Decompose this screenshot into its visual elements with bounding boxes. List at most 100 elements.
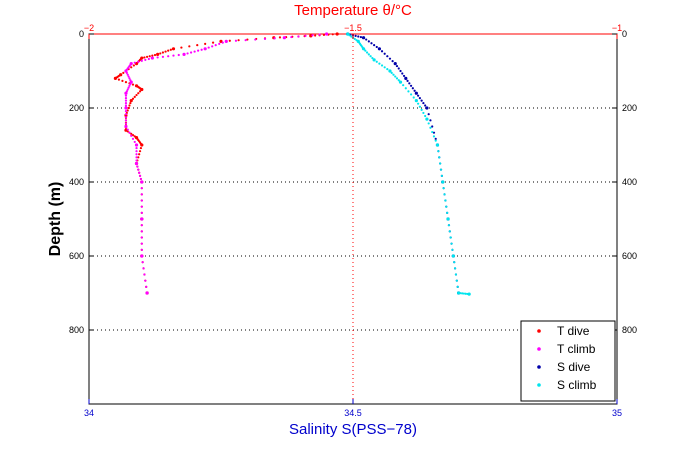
data-point xyxy=(145,291,149,295)
data-point xyxy=(290,35,293,39)
data-point xyxy=(427,122,430,125)
series-s-climb xyxy=(346,32,471,296)
data-point xyxy=(434,139,437,142)
data-point xyxy=(126,130,129,133)
data-point xyxy=(130,132,133,135)
series-s-dive xyxy=(346,32,461,295)
data-point xyxy=(386,55,389,58)
data-point xyxy=(137,92,140,95)
y-axis-label: Depth (m) xyxy=(47,182,64,257)
data-point xyxy=(151,54,154,57)
data-point xyxy=(418,97,421,100)
data-point xyxy=(237,39,240,42)
data-point xyxy=(246,38,249,41)
data-point xyxy=(420,108,423,111)
data-point xyxy=(140,230,143,233)
data-point xyxy=(207,46,210,49)
data-point xyxy=(449,236,452,239)
data-point xyxy=(161,55,165,58)
legend-label: T dive xyxy=(557,324,590,338)
data-point xyxy=(348,34,351,37)
data-point xyxy=(439,168,443,171)
legend-label: S climb xyxy=(557,378,597,392)
data-point xyxy=(135,153,138,156)
data-point xyxy=(467,292,471,296)
data-point xyxy=(124,94,128,97)
data-point xyxy=(139,177,143,181)
legend-marker xyxy=(537,329,541,333)
data-point xyxy=(448,230,451,233)
data-point xyxy=(427,113,430,116)
data-point xyxy=(304,34,307,37)
y-tick-label-right: 600 xyxy=(622,251,637,261)
data-point xyxy=(443,193,446,196)
data-point xyxy=(408,82,411,85)
legend-label: T climb xyxy=(557,342,596,356)
data-point xyxy=(457,291,461,295)
data-point xyxy=(136,165,139,168)
data-point xyxy=(444,199,447,202)
data-point xyxy=(454,273,458,276)
data-point xyxy=(406,79,409,82)
data-point xyxy=(127,75,130,78)
data-point xyxy=(113,76,117,80)
data-point xyxy=(186,52,189,55)
data-point xyxy=(388,69,392,73)
data-point xyxy=(169,48,172,51)
data-point xyxy=(425,106,429,110)
data-point xyxy=(353,37,356,41)
data-point xyxy=(196,44,199,47)
data-point xyxy=(244,39,247,42)
data-point xyxy=(437,150,440,153)
data-point xyxy=(445,205,448,208)
data-point xyxy=(126,128,129,131)
top-tick-label: −1.5 xyxy=(344,23,362,33)
data-point xyxy=(451,248,454,251)
data-point xyxy=(394,75,397,78)
data-point xyxy=(127,86,130,89)
data-point xyxy=(203,47,207,51)
data-point xyxy=(135,93,138,97)
data-point xyxy=(124,122,128,125)
data-point xyxy=(438,156,441,159)
data-point xyxy=(161,51,165,54)
data-point xyxy=(137,156,140,159)
data-point xyxy=(139,146,143,150)
data-point xyxy=(377,47,381,51)
data-point xyxy=(335,32,339,36)
data-point xyxy=(124,109,128,113)
data-point xyxy=(221,41,224,44)
data-point xyxy=(140,217,144,221)
data-point xyxy=(254,38,257,41)
data-point xyxy=(156,52,160,56)
data-point xyxy=(370,42,373,45)
x-axis-label: Salinity S(PSS−78) xyxy=(289,421,417,438)
data-point xyxy=(134,161,139,166)
data-point xyxy=(124,104,128,107)
y-tick-label-right: 800 xyxy=(622,325,637,335)
chart-title: Temperature θ/°C xyxy=(294,2,412,19)
bottom-tick-label: 34.5 xyxy=(344,408,362,418)
data-point xyxy=(361,47,366,51)
data-point xyxy=(386,68,389,71)
axis-ticks: 0 0 200 200 400 400 600 600 800 800 −2 −1.5 −1 34 34.5… xyxy=(69,23,637,418)
data-point xyxy=(167,55,170,58)
data-point xyxy=(417,102,420,105)
data-point xyxy=(411,87,414,90)
data-point xyxy=(124,113,128,116)
series-t-dive xyxy=(113,32,339,295)
data-point xyxy=(137,168,140,171)
y-tick-label-right: 0 xyxy=(622,29,627,39)
data-point xyxy=(130,134,133,137)
data-point xyxy=(218,42,221,45)
data-point xyxy=(135,159,138,162)
data-point xyxy=(156,56,159,59)
data-point xyxy=(429,119,432,122)
data-point xyxy=(214,44,217,47)
data-point xyxy=(182,52,186,56)
data-point xyxy=(314,34,317,37)
data-point xyxy=(143,56,146,59)
data-point xyxy=(435,143,440,147)
legend: T dive T climb S dive S climb xyxy=(520,320,616,402)
